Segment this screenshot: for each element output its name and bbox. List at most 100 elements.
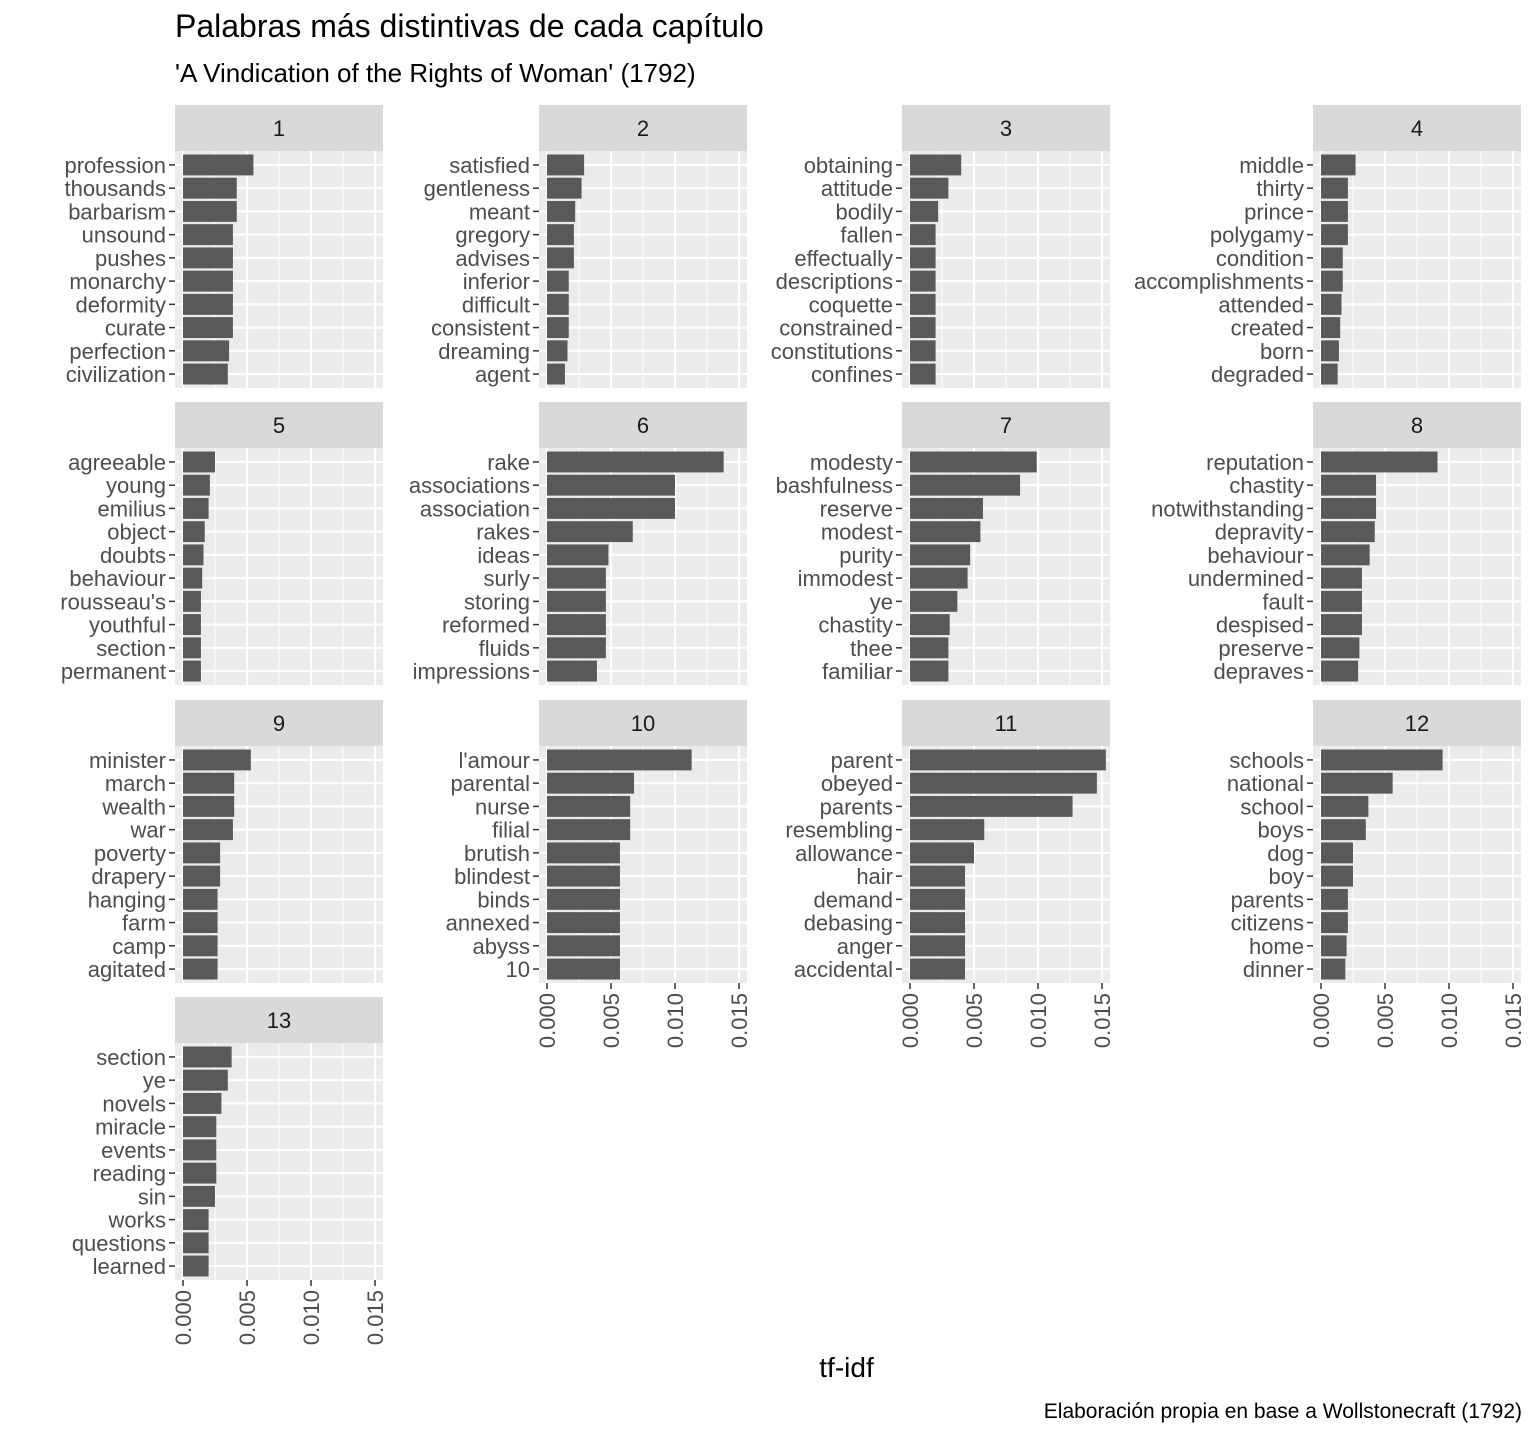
bar-4-4 [1321, 224, 1348, 246]
y-tick-label: permanent [61, 659, 166, 684]
facet-strip-label: 4 [1411, 116, 1423, 141]
x-tick-label: 0.000 [171, 1290, 196, 1345]
y-tick-label: reformed [442, 613, 530, 638]
y-tick-label: parental [450, 771, 530, 796]
facet-strip-label: 5 [273, 413, 285, 438]
bar-13-3 [183, 1092, 222, 1114]
bar-5-5 [183, 544, 204, 566]
bar-1-9 [183, 340, 230, 362]
chart-caption: Elaboración propia en base a Wollstonecr… [1043, 1400, 1522, 1423]
bar-1-6 [183, 270, 233, 292]
y-tick-label: accomplishments [1134, 269, 1304, 294]
bar-7-1 [910, 451, 1037, 473]
bar-2-4 [547, 224, 574, 246]
y-tick-label: coquette [809, 292, 893, 317]
y-tick-label: minister [89, 748, 166, 773]
facet-panel-5: 5 agreeableyoungemiliusobjectdoubtsbehavi… [60, 402, 383, 685]
y-tick-label: obeyed [821, 771, 893, 796]
y-tick-label: difficult [462, 292, 530, 317]
facet-strip-label: 11 [995, 711, 1018, 736]
facet-panel-2: 2 satisfiedgentlenessmeantgregoryadvisesi… [424, 105, 747, 388]
y-tick-label: filial [492, 818, 530, 843]
bar-1-5 [183, 247, 233, 269]
y-tick-label: agent [475, 362, 530, 387]
bar-8-4 [1321, 521, 1375, 543]
y-tick-label: degraded [1211, 362, 1304, 387]
bar-13-2 [183, 1069, 228, 1091]
y-tick-label: camp [112, 934, 166, 959]
y-tick-label: bashfulness [776, 473, 893, 498]
facet-strip [539, 105, 747, 151]
y-tick-label: condition [1216, 246, 1304, 271]
bar-4-6 [1321, 270, 1343, 292]
bar-10-10 [547, 958, 620, 980]
bar-5-9 [183, 637, 201, 659]
y-tick-label: rousseau's [60, 589, 166, 614]
x-tick-label: 0.010 [663, 993, 688, 1048]
bar-3-5 [910, 247, 936, 269]
bar-12-7 [1321, 888, 1348, 910]
bar-5-6 [183, 567, 203, 589]
facet-strip [902, 105, 1110, 151]
y-tick-label: attended [1218, 292, 1304, 317]
bar-7-8 [910, 614, 950, 636]
y-tick-label: dog [1267, 841, 1304, 866]
facet-strip-label: 10 [631, 711, 655, 736]
facet-strip [175, 700, 383, 746]
y-tick-label: section [96, 1045, 166, 1070]
y-tick-label: fallen [840, 223, 893, 248]
bar-6-6 [547, 567, 606, 589]
bar-2-8 [547, 317, 569, 339]
y-tick-label: despised [1216, 613, 1304, 638]
y-tick-label: depravity [1215, 520, 1304, 545]
y-tick-label: prince [1244, 199, 1304, 224]
bar-11-1 [910, 749, 1106, 771]
bar-12-2 [1321, 772, 1393, 794]
y-tick-label: purity [839, 543, 893, 568]
y-tick-label: perfection [69, 339, 166, 364]
bar-4-8 [1321, 317, 1341, 339]
bar-8-1 [1321, 451, 1438, 473]
y-tick-label: novels [102, 1091, 166, 1116]
y-tick-label: obtaining [804, 153, 893, 178]
bar-7-7 [910, 590, 958, 612]
bar-5-2 [183, 474, 210, 496]
bar-11-3 [910, 795, 1073, 817]
bar-13-6 [183, 1162, 217, 1184]
y-tick-label: allowance [795, 841, 893, 866]
y-tick-label: ideas [477, 543, 530, 568]
bar-11-10 [910, 958, 966, 980]
bar-11-7 [910, 888, 966, 910]
y-tick-label: effectually [794, 246, 893, 271]
bar-3-9 [910, 340, 936, 362]
y-tick-label: nurse [475, 794, 530, 819]
bar-9-8 [183, 912, 218, 934]
y-tick-label: behaviour [1207, 543, 1304, 568]
y-tick-label: schools [1229, 748, 1304, 773]
y-tick-label: parents [820, 794, 893, 819]
bar-10-6 [547, 865, 620, 887]
y-tick-label: boy [1269, 864, 1304, 889]
y-tick-label: anger [837, 934, 893, 959]
bar-10-7 [547, 888, 620, 910]
bar-10-4 [547, 819, 631, 841]
x-tick-label: 0.010 [299, 1290, 324, 1345]
bar-11-2 [910, 772, 1097, 794]
y-tick-label: thousands [64, 176, 166, 201]
y-tick-label: brutish [464, 841, 530, 866]
x-tick-label: 0.015 [1090, 993, 1115, 1048]
facet-strip [1313, 402, 1521, 448]
y-tick-label: thee [850, 636, 893, 661]
bar-6-2 [547, 474, 675, 496]
y-tick-label: meant [469, 199, 530, 224]
facet-panel-9: 9 ministermarchwealthwarpovertydraperyhan… [88, 700, 383, 983]
bar-13-4 [183, 1116, 217, 1138]
bar-6-1 [547, 451, 724, 473]
facet-panel-12: 12 schoolsnationalschoolboysdogboyparents… [1227, 700, 1526, 1048]
y-tick-label: gregory [455, 223, 530, 248]
y-tick-label: immodest [798, 566, 893, 591]
bar-2-9 [547, 340, 568, 362]
x-tick-label: 0.015 [363, 1290, 388, 1345]
y-tick-label: hair [856, 864, 893, 889]
